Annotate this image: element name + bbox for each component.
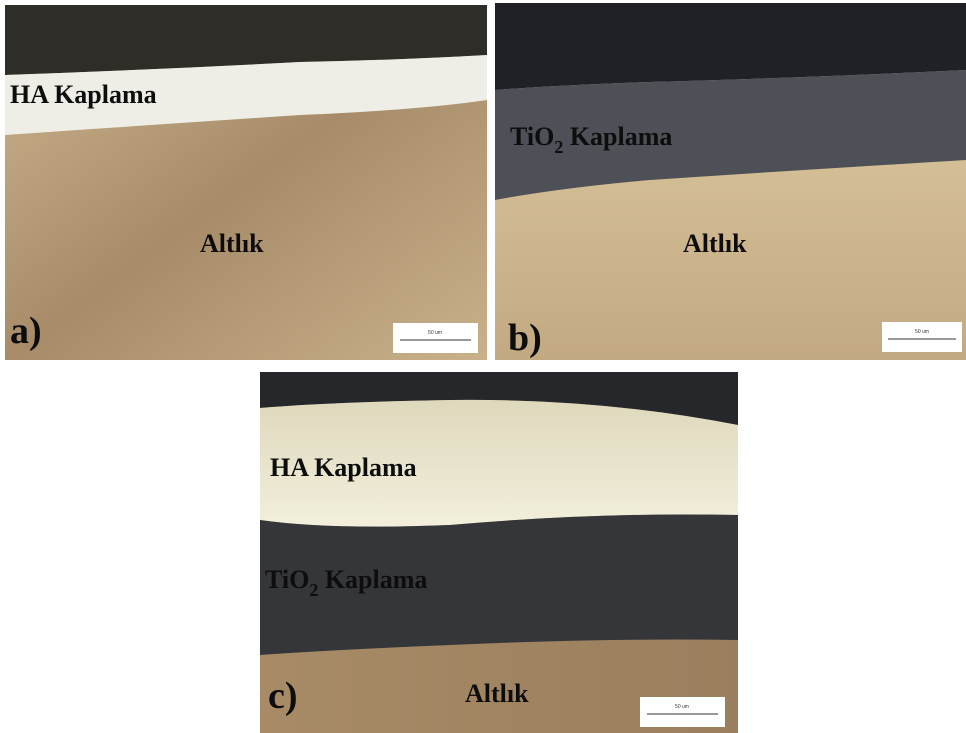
scale-text: 50 um bbox=[428, 330, 442, 336]
panel-b: TiO2 Kaplama Altlık b) 50 um bbox=[495, 3, 966, 360]
substrate-label: Altlık bbox=[200, 229, 264, 258]
panel-label: c) bbox=[268, 675, 298, 717]
scale-box bbox=[640, 697, 725, 727]
panel-a: HA Kaplama Altlık a) 50 um bbox=[5, 5, 487, 360]
tio2-rest: Kaplama bbox=[563, 122, 672, 151]
scale-box bbox=[882, 322, 962, 352]
scale-text: 50 um bbox=[915, 329, 929, 335]
ha-label: HA Kaplama bbox=[10, 80, 157, 109]
scale-box bbox=[393, 323, 478, 353]
panel-label: b) bbox=[508, 317, 542, 359]
figure: HA Kaplama Altlık a) 50 um TiO2 Kaplama … bbox=[0, 0, 966, 733]
tio2-text: TiO bbox=[510, 122, 554, 151]
tio2-rest: Kaplama bbox=[318, 565, 427, 594]
ha-label: HA Kaplama bbox=[270, 453, 417, 482]
panel-label: a) bbox=[10, 310, 42, 352]
panel-c: HA Kaplama TiO2 Kaplama Altlık c) 50 um bbox=[260, 372, 738, 733]
substrate-label: Altlık bbox=[683, 229, 747, 258]
scale-text: 50 um bbox=[675, 704, 689, 710]
tio2-subscript: 2 bbox=[309, 580, 318, 600]
tio2-text: TiO bbox=[265, 565, 309, 594]
substrate-label: Altlık bbox=[465, 679, 529, 708]
tio2-subscript: 2 bbox=[554, 137, 563, 157]
